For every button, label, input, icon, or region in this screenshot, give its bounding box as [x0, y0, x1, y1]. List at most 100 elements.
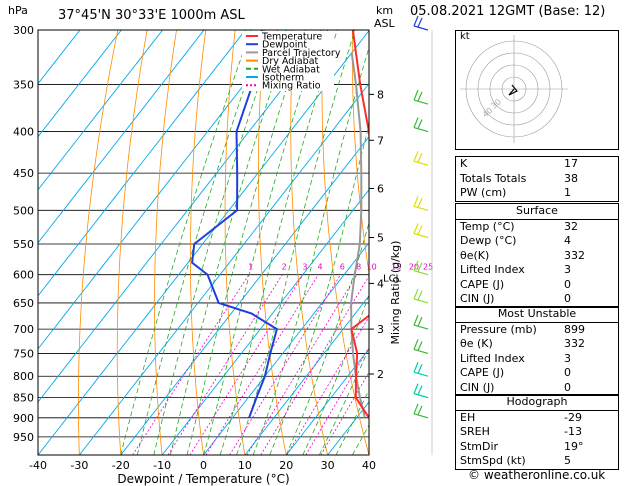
pressure-tick-label: 500 [13, 204, 34, 217]
mixing-ratio-line [246, 274, 358, 455]
wind-barb-flag [413, 223, 419, 234]
isotherm-line [327, 401, 369, 455]
wind-barb [413, 117, 429, 133]
indices-table: K 17 Totals Totals 38 PW (cm) 1 [455, 156, 619, 202]
pressure-tick-label: 400 [13, 126, 34, 139]
mixing-ratio-label: 8 [356, 263, 361, 272]
wind-barb-flag [413, 403, 419, 415]
footer-credit[interactable]: © weatheronline.co.uk [468, 468, 606, 482]
wind-barb-flag [413, 339, 419, 350]
pressure-tick-label: 900 [13, 412, 34, 425]
surface-table: Surface Temp (°C) 32 Dewp (°C) 4 θe(K) 332 … [455, 203, 619, 308]
index-row-k: K 17 [456, 157, 618, 172]
pressure-tick-label: 950 [13, 431, 34, 444]
row-label: Lifted Index [460, 263, 525, 276]
hodo-row: StmSpd (kt) 5 [456, 454, 618, 469]
wind-barb-staff [413, 99, 429, 105]
most-unstable-title: Most Unstable [456, 307, 618, 323]
hodo-row: StmDir 19° [456, 440, 618, 455]
isotherm-line [244, 295, 369, 455]
sounding-datetime: 05.08.2021 12GMT (Base: 12) [410, 4, 606, 19]
hodograph-table-title: Hodograph [456, 395, 618, 411]
legend-label: Mixing Ratio [262, 81, 321, 92]
mixing-ratio-line [189, 274, 304, 455]
isotherm-line [38, 30, 288, 350]
dewpoint-line [191, 30, 279, 419]
legend-label: Isotherm [262, 73, 304, 84]
km-tick-label: 7 [377, 134, 384, 147]
wind-barb [413, 314, 429, 330]
wind-barb-flag [413, 150, 419, 162]
mixing-ratio-line [286, 316, 369, 455]
mixing-ratio-label: 3 [302, 263, 307, 272]
wind-barb [413, 362, 429, 377]
wet-adiabat-line [136, 30, 265, 455]
index-label: Totals Totals [460, 171, 527, 185]
hodograph-unit: kt [460, 31, 470, 42]
wind-barb [413, 196, 429, 211]
wet-adiabat-line [186, 30, 306, 455]
index-value: 1 [564, 186, 571, 199]
pressure-tick-label: 450 [13, 167, 34, 180]
wet-adiabat-line [335, 389, 369, 455]
row-value: 32 [564, 219, 578, 233]
row-value: 332 [564, 337, 585, 350]
wind-barb-flag [417, 198, 423, 208]
dry-adiabat-line [189, 30, 207, 455]
wind-barb-flag [417, 405, 423, 416]
wind-barb-staff [413, 160, 429, 166]
wind-barb-flag [413, 314, 419, 326]
wind-barb-flag [413, 260, 419, 271]
mixing-ratio-label: 6 [340, 263, 345, 272]
wind-barb-staff [413, 126, 429, 133]
wind-barb [413, 15, 429, 31]
mu-row: CAPE (J) 0 [456, 366, 618, 381]
wet-adiabat-line [203, 30, 322, 455]
wind-barb [413, 89, 429, 105]
mixing-ratio-label: 20 [409, 263, 419, 272]
surface-title: Surface [456, 204, 618, 220]
wind-barb-flag [417, 152, 423, 163]
index-value: 17 [564, 157, 578, 170]
row-label: θe (K) [460, 337, 493, 350]
wind-barb-flag [413, 288, 419, 300]
wet-adiabat-line [236, 30, 356, 455]
wind-barb-staff [413, 348, 429, 355]
isotherm-line [38, 30, 246, 297]
wind-barb-staff [413, 25, 429, 31]
wind-barb-staff [413, 232, 429, 239]
hodo-row: EH -29 [456, 411, 618, 426]
lcl-label: LCL [383, 274, 402, 285]
row-value: 899 [564, 322, 585, 336]
temperature-line [350, 30, 369, 419]
row-label: StmSpd (kt) [460, 454, 526, 467]
wind-barb [413, 150, 429, 166]
wet-adiabat-line [153, 30, 279, 455]
wind-barb-flag [417, 290, 423, 301]
index-label: PW (cm) [460, 186, 507, 199]
wind-barb-staff [413, 413, 429, 419]
isotherm-line [161, 189, 369, 455]
temperature-tick-label: -40 [29, 459, 47, 472]
km-tick-label: 6 [377, 182, 384, 195]
dry-adiabat-line [78, 30, 119, 455]
surface-row: θe(K) 332 [456, 249, 618, 264]
wind-barb-flag [417, 17, 423, 28]
legend-label: Temperature [261, 32, 322, 43]
pressure-tick-label: 750 [13, 347, 34, 360]
surface-row: Lifted Index 3 [456, 263, 618, 278]
pressure-tick-label: 550 [13, 238, 34, 251]
row-value: 0 [564, 380, 571, 394]
row-label: StmDir [460, 439, 499, 453]
temperature-tick-label: 30 [321, 459, 335, 472]
mixing-ratio-line [132, 274, 250, 455]
most-unstable-table: Most Unstable Pressure (mb) 899 θe (K) 332… [455, 306, 619, 396]
isotherm-line [38, 30, 205, 244]
hodograph-ring-label: 30 [489, 97, 503, 110]
mixing-ratio-label: 4 [318, 263, 323, 272]
mixing-ratio-line [320, 371, 369, 455]
wind-barb-flag [417, 91, 423, 102]
isotherm-line [79, 82, 369, 455]
isotherm-line [120, 135, 369, 455]
